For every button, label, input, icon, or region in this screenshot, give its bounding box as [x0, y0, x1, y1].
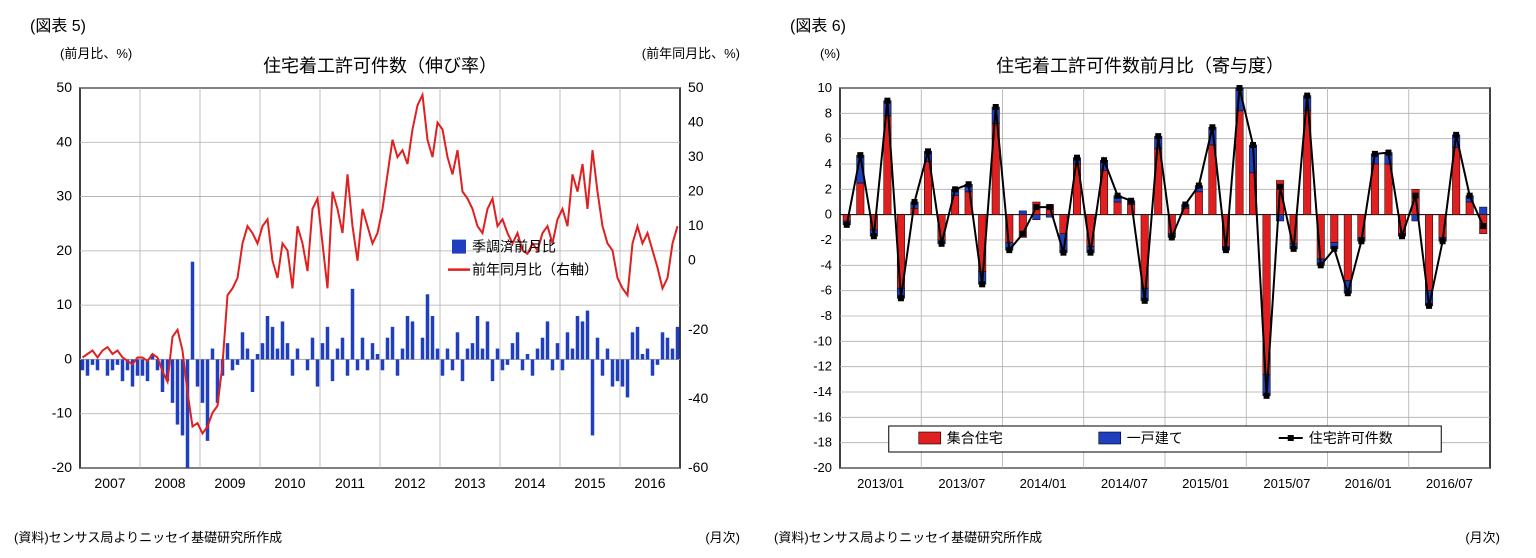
chart5-fig-label: (図表 5): [30, 12, 750, 36]
svg-text:-40: -40: [688, 390, 708, 406]
svg-text:10: 10: [688, 217, 704, 233]
svg-text:一戸建て: 一戸建て: [1127, 430, 1183, 446]
svg-text:-16: -16: [813, 409, 832, 424]
svg-text:-20: -20: [688, 321, 708, 337]
svg-text:(資料)センサス局よりニッセイ基礎研究所作成: (資料)センサス局よりニッセイ基礎研究所作成: [774, 530, 1042, 545]
svg-text:50: 50: [56, 79, 72, 95]
svg-text:10: 10: [818, 80, 832, 95]
svg-text:(前年同月比、%): (前年同月比、%): [642, 46, 740, 61]
svg-text:0: 0: [825, 207, 832, 222]
svg-text:-4: -4: [820, 257, 832, 272]
svg-text:-12: -12: [813, 359, 832, 374]
svg-text:2016/01: 2016/01: [1345, 476, 1392, 491]
svg-text:20: 20: [56, 242, 72, 258]
svg-text:(資料)センサス局よりニッセイ基礎研究所作成: (資料)センサス局よりニッセイ基礎研究所作成: [14, 530, 282, 545]
svg-text:-20: -20: [52, 459, 72, 475]
svg-text:2013/07: 2013/07: [938, 476, 985, 491]
svg-text:2: 2: [825, 181, 832, 196]
svg-text:集合住宅: 集合住宅: [947, 430, 1003, 446]
chart6-svg: -20-18-16-14-12-10-8-6-4-202468102013/01…: [770, 38, 1510, 548]
svg-text:2016/07: 2016/07: [1426, 476, 1473, 491]
svg-text:(前月比、%): (前月比、%): [60, 46, 132, 61]
svg-text:2011: 2011: [335, 475, 365, 491]
svg-text:-10: -10: [52, 405, 72, 421]
svg-text:季調済前月比: 季調済前月比: [472, 239, 556, 255]
svg-text:-14: -14: [813, 384, 832, 399]
svg-text:2015: 2015: [574, 475, 605, 491]
svg-text:-6: -6: [820, 283, 832, 298]
svg-text:40: 40: [688, 114, 704, 130]
chart5-svg: -20-100102030405050403020100-20-40-60200…: [10, 38, 750, 548]
svg-text:0: 0: [688, 252, 696, 268]
chart6-panel: (図表 6) -20-18-16-14-12-10-8-6-4-20246810…: [770, 10, 1510, 548]
svg-text:2009: 2009: [214, 475, 245, 491]
svg-text:2012: 2012: [394, 475, 425, 491]
svg-text:6: 6: [825, 131, 832, 146]
chart5-panel: (図表 5) -20-100102030405050403020100-20-4…: [10, 10, 750, 548]
svg-text:住宅着工許可件数（伸び率）: 住宅着工許可件数（伸び率）: [263, 56, 497, 76]
svg-text:50: 50: [688, 79, 704, 95]
chart6-fig-label: (図表 6): [790, 12, 1510, 36]
svg-text:2015/07: 2015/07: [1263, 476, 1310, 491]
svg-text:住宅着工許可件数前月比（寄与度）: 住宅着工許可件数前月比（寄与度）: [996, 56, 1284, 76]
svg-text:2007: 2007: [94, 475, 125, 491]
svg-text:30: 30: [56, 188, 72, 204]
svg-text:4: 4: [825, 156, 832, 171]
svg-text:2008: 2008: [154, 475, 185, 491]
svg-text:-8: -8: [820, 308, 832, 323]
svg-text:-18: -18: [813, 435, 832, 450]
svg-text:2013: 2013: [454, 475, 485, 491]
svg-text:前年同月比（右軸）: 前年同月比（右軸）: [472, 262, 598, 278]
svg-text:30: 30: [688, 148, 704, 164]
svg-text:(%): (%): [820, 46, 840, 61]
svg-text:2010: 2010: [274, 475, 305, 491]
svg-text:2014: 2014: [514, 475, 545, 491]
svg-text:2014/01: 2014/01: [1020, 476, 1067, 491]
svg-text:0: 0: [64, 350, 72, 366]
svg-text:-20: -20: [813, 460, 832, 475]
svg-text:20: 20: [688, 183, 704, 199]
svg-text:(月次): (月次): [705, 530, 740, 545]
svg-text:2013/01: 2013/01: [857, 476, 904, 491]
svg-text:-2: -2: [820, 232, 832, 247]
svg-text:40: 40: [56, 133, 72, 149]
svg-text:2014/07: 2014/07: [1101, 476, 1148, 491]
svg-text:(月次): (月次): [1465, 530, 1500, 545]
svg-text:8: 8: [825, 105, 832, 120]
svg-text:10: 10: [56, 296, 72, 312]
svg-text:2016: 2016: [634, 475, 665, 491]
svg-text:-10: -10: [813, 333, 832, 348]
svg-text:住宅許可件数: 住宅許可件数: [1309, 430, 1393, 446]
svg-text:-60: -60: [688, 459, 708, 475]
svg-text:2015/01: 2015/01: [1182, 476, 1229, 491]
